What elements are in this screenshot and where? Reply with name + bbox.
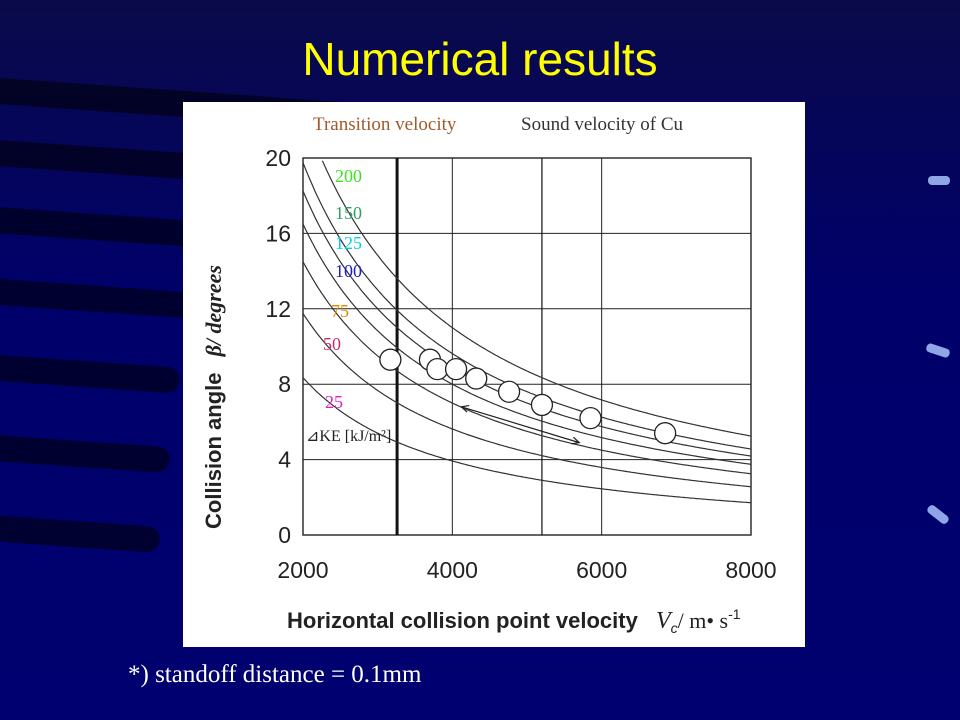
data-point (497, 380, 521, 403)
x-axis-unit-sup: -1 (728, 606, 741, 622)
ke-label-125: 125 (335, 233, 362, 253)
ke-curve-75 (302, 261, 752, 475)
y-axis-label: Collision angle (201, 372, 226, 528)
y-tick-label: 12 (265, 296, 291, 322)
ke-curve-50 (302, 313, 752, 488)
data-point (444, 357, 468, 381)
trend-arrow (461, 406, 580, 444)
ke-unit-label: ⊿KE [kJ/m²] (306, 428, 391, 445)
ke-curve-25 (302, 377, 752, 504)
arrow-head (459, 404, 470, 413)
ke-curve-150 (302, 162, 752, 450)
ke-curve-100 (302, 223, 752, 465)
x-axis-label: Horizontal collision point velocity (287, 608, 639, 633)
x-axis-title: Horizontal collision point velocity Vc/ … (287, 606, 741, 636)
chart-points (379, 348, 677, 445)
data-point (530, 393, 554, 417)
ke-label-200: 200 (335, 166, 362, 186)
chart-ticks: 0 4 8 12 16 20 2000 4000 6000 8000 (265, 145, 776, 583)
data-point (426, 357, 449, 381)
y-tick-label: 8 (278, 371, 291, 397)
bg-dash (925, 342, 951, 359)
bg-dash (925, 503, 951, 526)
ke-label-100: 100 (335, 261, 362, 281)
footnote: *) standoff distance = 0.1mm (128, 661, 422, 688)
chart-vertical-lines (395, 158, 543, 535)
chart-ke-curves (302, 160, 752, 504)
data-point (579, 406, 602, 430)
chart: 0 4 8 12 16 20 2000 4000 6000 8000 25 50 75 100 125 15… (201, 114, 777, 636)
plot-frame (302, 157, 752, 536)
x-tick-label: 6000 (576, 557, 627, 583)
x-tick-label: 2000 (277, 557, 328, 583)
y-tick-label: 16 (265, 220, 291, 246)
arrow-head (571, 436, 581, 445)
data-point (379, 348, 402, 371)
data-point (653, 422, 677, 445)
y-tick-label: 0 (278, 522, 291, 548)
ke-label-150: 150 (335, 203, 362, 223)
data-point (465, 367, 488, 390)
y-tick-label: 20 (265, 145, 291, 171)
slide-title: Numerical results (302, 33, 658, 85)
ke-label-50: 50 (323, 334, 341, 354)
y-axis-unit: β/ degrees (201, 265, 226, 357)
legend-transition-velocity: Transition velocity (313, 114, 457, 135)
x-axis-unit-tail: / m• s (678, 608, 729, 633)
bg-stripe (0, 513, 161, 553)
chart-labels: 25 50 75 100 125 150 200 (323, 166, 362, 412)
chart-panel: 0 4 8 12 16 20 2000 4000 6000 8000 25 50 75 100 125 15… (183, 102, 805, 647)
chart-grid (302, 157, 752, 536)
ke-curve-125 (302, 190, 752, 457)
y-tick-label: 4 (278, 447, 291, 473)
legend-sound-velocity: Sound velocity of Cu (521, 114, 684, 135)
y-axis-title: Collision angle β/ degrees (201, 265, 226, 529)
bg-stripe (0, 352, 181, 394)
x-axis-unit-var: V (656, 608, 673, 634)
bg-stripe (0, 276, 211, 320)
ke-curve-200 (321, 160, 752, 437)
x-tick-label: 4000 (427, 557, 478, 583)
bg-dash (928, 176, 950, 185)
x-tick-label: 8000 (725, 557, 776, 583)
ke-label-75: 75 (331, 301, 349, 321)
bg-stripe (0, 432, 171, 474)
ke-label-25: 25 (325, 392, 343, 412)
x-axis-unit-sub: c (671, 620, 678, 636)
